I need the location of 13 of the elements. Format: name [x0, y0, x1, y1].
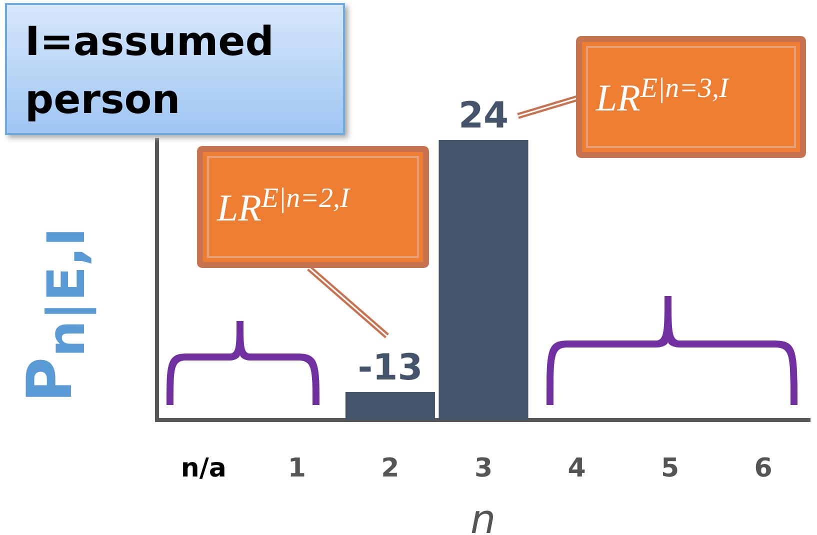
- annotation: LR$^{E|n=2,I}$: [217, 183, 350, 231]
- x-tick-label: 4: [568, 453, 586, 484]
- text: LR$^{E|n=3,I}$: [596, 73, 728, 121]
- x-tick-label: 1: [288, 453, 306, 484]
- x-tick-label: 2: [381, 453, 400, 484]
- x-tick-label: 5: [661, 453, 680, 484]
- text: 24: [458, 95, 509, 136]
- x-tick-label: 3: [474, 453, 493, 484]
- x-axis-title: n: [470, 497, 496, 535]
- x-tick-label: 6: [754, 453, 772, 484]
- x-tick-label: n/a: [180, 453, 226, 484]
- annotation: -13: [358, 347, 423, 388]
- text: I=assumed person: [25, 19, 274, 123]
